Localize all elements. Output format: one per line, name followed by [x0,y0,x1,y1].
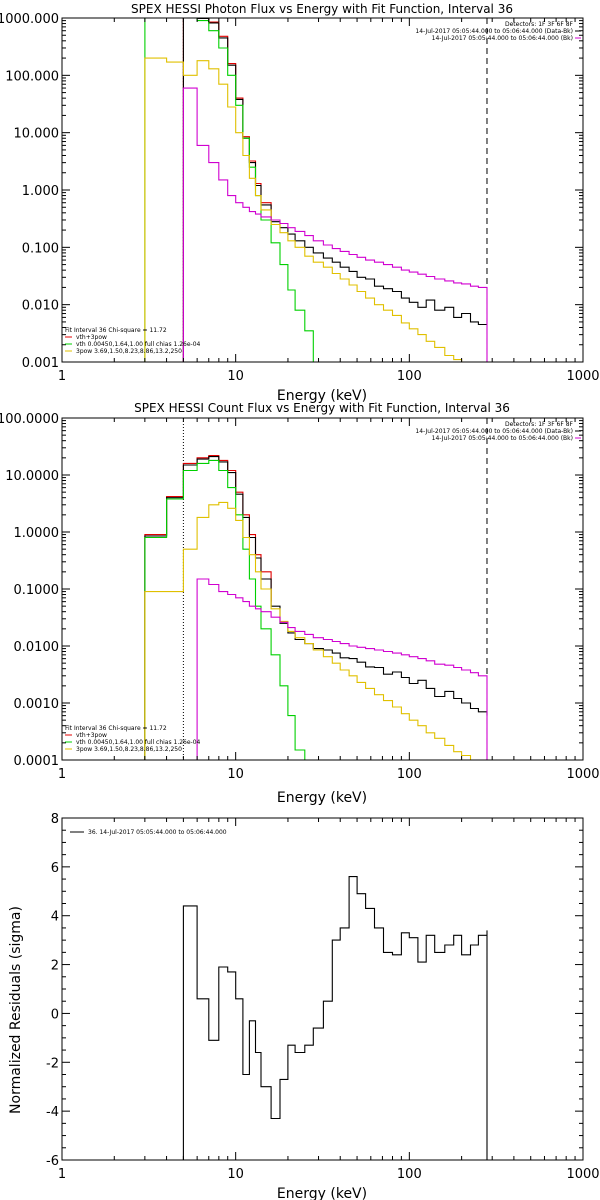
series-line-3 [144,57,463,362]
series-line-1 [182,18,487,362]
y-tick-label: 0.0001 [14,754,60,769]
y-tick-label: -2 [46,1056,59,1071]
y-tick-label: -6 [46,1154,59,1169]
y-tick-label: 100.000 [5,69,59,84]
y-tick-label: -4 [46,1105,59,1120]
x-tick-label: 1000 [566,369,599,384]
y-tick-label: 0 [51,1007,59,1022]
fit-label: Fit Interval 36 Chi-square = 11.72 [65,725,167,732]
info-line: Detectors: 1F 3F 6F 8F [505,21,574,28]
series-line-0 [182,876,488,1160]
x-tick-label: 1 [58,767,66,782]
count-x-axis-label: Energy (keV) [277,790,367,806]
info-line: 14-Jul-2017 05:05:44.000 to 05:06:44.000… [432,435,573,442]
x-tick-label: 10 [227,1167,244,1182]
y-tick-label: 4 [51,910,59,925]
x-tick-label: 100 [397,1167,422,1182]
y-tick-label: 10.000 [14,127,60,142]
info-line: Detectors: 1F 3F 6F 8F [505,421,574,428]
legend-entry: 3pow 3.69,1.50,8.23,8.86,13.2,250 [76,348,182,355]
x-tick-label: 10 [227,369,244,384]
residuals-panel: Energy (keV) Normalized Residuals (sigma… [8,812,600,1200]
plot-area [182,876,488,1160]
photon-x-axis-label: Energy (keV) [277,388,367,404]
count-panel-title: SPEX HESSI Count Flux vs Energy with Fit… [134,401,510,415]
photon-panel-title: SPEX HESSI Photon Flux vs Energy with Fi… [131,2,513,16]
y-tick-label: 0.0100 [14,640,60,655]
y-tick-label: 0.100 [22,241,59,256]
legend-entry: 3pow 3.69,1.50,8.23,8.86,13.2,250 [76,746,182,753]
legend-entry: vth+3pow [76,732,107,739]
x-tick-label: 1000 [566,767,599,782]
y-tick-label: 0.1000 [14,583,60,598]
x-tick-label: 10 [227,767,244,782]
info-line: 14-Jul-2017 05:05:44.000 to 05:06:44.000… [415,28,573,35]
y-tick-label: 10.0000 [5,469,59,484]
x-tick-label: 100 [397,369,422,384]
series-line-4 [182,87,488,362]
residuals-y-axis-label: Normalized Residuals (sigma) [8,906,24,1114]
y-tick-label: 1000.000 [0,12,59,27]
count-flux-panel: SPEX HESSI Count Flux vs Energy with Fit… [0,401,600,806]
legend-entry: 36. 14-Jul-2017 05:05:44.000 to 05:06:44… [88,829,227,836]
series-line-3 [144,501,487,760]
y-tick-label: 2 [51,959,59,974]
residuals-x-axis-label: Energy (keV) [277,1186,367,1200]
y-tick-label: 0.0010 [14,697,60,712]
series-line-4 [183,578,488,760]
y-tick-label: 1.0000 [14,526,60,541]
x-tick-label: 1000 [566,1167,599,1182]
series-line-2 [144,459,314,760]
series-line-1 [144,456,488,760]
x-tick-label: 1 [58,369,66,384]
info-line: 14-Jul-2017 05:05:44.000 to 05:06:44.000… [415,428,573,435]
fit-label: Fit Interval 36 Chi-square = 11.72 [65,327,167,334]
y-tick-label: 0.001 [22,356,59,371]
y-tick-label: 6 [51,861,59,876]
photon-flux-panel: SPEX HESSI Photon Flux vs Energy with Fi… [0,2,600,404]
y-tick-label: 1.000 [22,184,59,199]
x-tick-label: 100 [397,767,422,782]
y-tick-label: 100.0000 [0,412,59,427]
info-line: 14-Jul-2017 05:05:44.000 to 05:06:44.000… [432,35,573,42]
legend-entry: vth 0.00450,1.64,1.00 full chias 1.26e-0… [76,341,201,348]
legend-entry: vth+3pow [76,334,107,341]
legend-entry: vth 0.00450,1.64,1.00 full chias 1.26e-0… [76,739,201,746]
plot-area [144,418,488,760]
y-tick-label: 8 [51,812,59,827]
y-tick-label: 0.010 [22,299,59,314]
x-tick-label: 1 [58,1167,66,1182]
